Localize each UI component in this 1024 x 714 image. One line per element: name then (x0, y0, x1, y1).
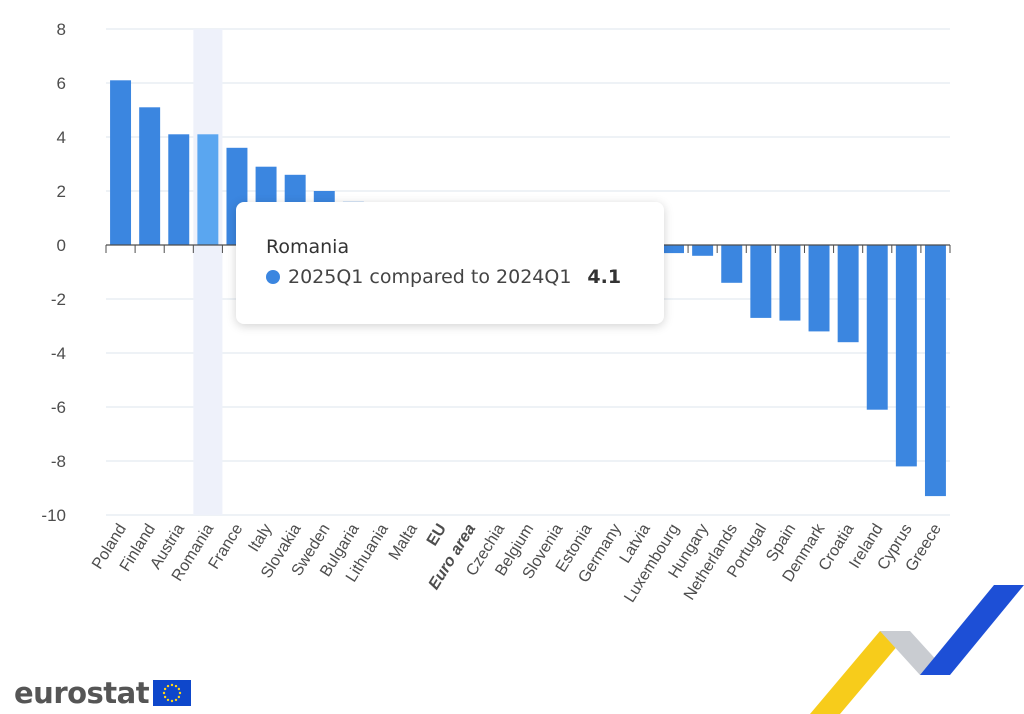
y-tick-label: -2 (51, 290, 66, 309)
bar-poland[interactable] (110, 80, 132, 245)
bar-spain[interactable] (779, 245, 801, 321)
y-tick-label: -10 (41, 506, 66, 525)
series-dot-icon (266, 270, 280, 284)
bar-denmark[interactable] (808, 245, 830, 332)
bar-portugal[interactable] (750, 245, 772, 318)
bar-netherlands[interactable] (721, 245, 743, 283)
highlight-band-rect (193, 29, 223, 515)
bar-cyprus[interactable] (895, 245, 917, 467)
bar-romania[interactable] (197, 134, 219, 245)
logo-text: eurostat (14, 676, 150, 710)
y-tick-label: -8 (51, 452, 66, 471)
tooltip-title: Romania (266, 236, 350, 258)
eu-flag-icon (153, 680, 192, 706)
bar-ireland[interactable] (866, 245, 888, 410)
bar-finland[interactable] (139, 107, 161, 245)
bar-luxembourg[interactable] (663, 245, 684, 254)
y-tick-label: 0 (57, 236, 66, 255)
corner-decoration-icon (810, 585, 1024, 714)
y-axis-ticks: 8 6 4 2 0 -2 -4 -6 -8 -10 (41, 20, 66, 525)
bar-greece[interactable] (924, 245, 946, 497)
bar-hungary[interactable] (692, 245, 714, 256)
x-tick-label: Italy (245, 521, 275, 555)
y-tick-label: 2 (57, 182, 66, 201)
y-tick-label: 6 (57, 74, 66, 93)
y-tick-label: 4 (57, 128, 66, 147)
x-tick-label: Malta (386, 521, 421, 563)
x-tick-label: EU (424, 521, 450, 549)
tooltip-series-label: 2025Q1 compared to 2024Q1 (288, 266, 572, 288)
eurostat-logo[interactable]: eurostat (14, 676, 192, 710)
bar-croatia[interactable] (837, 245, 859, 343)
tooltip-value: 4.1 (587, 266, 622, 288)
tooltip-row: 2025Q1 compared to 2024Q1 4.1 (266, 266, 664, 288)
tooltip: Romania 2025Q1 compared to 2024Q1 4.1 (236, 202, 664, 324)
bar-austria[interactable] (168, 134, 190, 245)
y-tick-label: -6 (51, 398, 66, 417)
highlight-band (193, 29, 223, 515)
y-tick-label: -4 (51, 344, 66, 363)
y-tick-label: 8 (57, 20, 66, 39)
